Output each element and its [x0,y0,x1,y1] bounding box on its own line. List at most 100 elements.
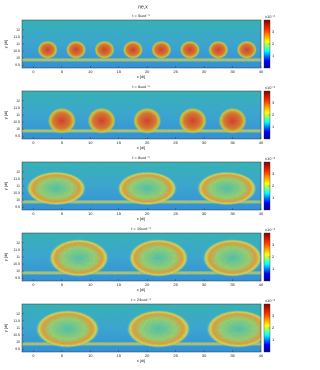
x-tick-label: 25 [173,211,178,216]
y-tick-label: 10.5 [13,120,20,124]
x-tick-label: 20 [145,211,150,216]
x-tick-label: 25 [173,353,178,358]
x-tick-label: 35 [230,282,235,287]
field [22,91,261,139]
x-axis-label: x [di] [137,287,145,292]
colorbar-tick-label: 1 [272,337,275,342]
colorbar-tick-label: 1 [272,53,275,58]
x-tick-label: 40 [259,211,264,216]
x-axis-label: x [di] [137,145,145,150]
y-tick-label: 9.5 [15,63,20,67]
y-axis-label: y [di] [3,253,8,261]
panel-title: t = 8ωci⁻¹ [132,155,150,160]
y-tick-label: 11.5 [13,177,20,181]
colorbar-label: x10⁻³ [265,14,276,19]
x-tick-label: 25 [173,140,178,145]
x-axis-label: x [di] [137,74,145,79]
y-tick-label: 10.5 [13,49,20,53]
x-tick-label: 20 [145,140,150,145]
y-tick-label: 12 [16,241,20,245]
figure-title: ne,x [138,4,148,10]
colorbar-label: x10⁻³ [265,298,276,303]
colorbar-label: x10⁻³ [265,85,276,90]
x-tick-label: 30 [202,353,207,358]
y-tick-label: 10 [16,198,20,202]
colorbar-label: x10⁻³ [265,227,276,232]
figure: ne,x t = 5ωci⁻¹0 5 10 15 20 25 30 35 409.51010.5… [3,4,276,363]
y-tick-label: 10 [16,127,20,131]
x-tick-label: 40 [259,353,264,358]
x-tick-label: 35 [230,353,235,358]
y-tick-label: 10.5 [13,262,20,266]
x-tick-label: 35 [230,140,235,145]
x-tick-label: 15 [117,69,122,74]
x-tick-label: 40 [259,140,264,145]
noise [22,304,261,352]
x-tick-label: 0 [32,211,35,216]
y-axis-label: y [di] [3,182,8,190]
colorbar-tick-label: 3 [272,29,275,34]
y-tick-label: 11 [16,113,20,117]
x-tick-label: 0 [32,69,35,74]
y-tick-label: 11 [16,326,20,330]
noise [22,162,261,210]
field [22,162,261,210]
x-tick-label: 0 [32,353,35,358]
x-tick-label: 30 [202,282,207,287]
y-tick-label: 9.5 [15,134,20,138]
x-tick-label: 35 [230,69,235,74]
colorbar-tick-label: 3 [272,242,275,247]
field [22,233,261,281]
field [22,304,261,352]
x-tick-label: 40 [259,282,264,287]
x-axis-label: x [di] [137,358,145,363]
y-tick-label: 10.5 [13,191,20,195]
y-tick-label: 10 [16,56,20,60]
x-tick-label: 30 [202,140,207,145]
x-tick-label: 0 [32,140,35,145]
x-tick-label: 40 [259,69,264,74]
field [22,20,261,68]
x-tick-label: 5 [61,211,64,216]
x-tick-label: 15 [117,211,122,216]
y-tick-label: 11 [16,184,20,188]
x-tick-label: 20 [145,282,150,287]
y-tick-label: 12 [16,312,20,316]
x-tick-label: 0 [32,282,35,287]
noise [22,233,261,281]
panel-title: t = 6ωci⁻¹ [132,84,150,89]
y-tick-label: 11.5 [13,35,20,39]
y-tick-label: 10 [16,340,20,344]
y-axis-label: y [di] [3,40,8,48]
panel-title: t = 10ωci⁻¹ [131,226,151,231]
y-axis-label: y [di] [3,111,8,119]
x-tick-label: 30 [202,211,207,216]
y-tick-label: 10 [16,269,20,273]
y-tick-label: 10.5 [13,333,20,337]
x-tick-label: 20 [145,69,150,74]
y-tick-label: 11 [16,255,20,259]
y-tick-label: 12 [16,99,20,103]
colorbar-tick-label: 1 [272,266,275,271]
x-tick-label: 10 [88,69,93,74]
y-tick-label: 11.5 [13,319,20,323]
panel-title: t = 5ωci⁻¹ [132,13,150,18]
colorbar-label: x10⁻³ [265,156,276,161]
x-tick-label: 10 [88,282,93,287]
x-tick-label: 5 [61,69,64,74]
colorbar-tick-label: 2 [272,325,275,330]
colorbar-tick-label: 2 [272,112,275,117]
x-tick-label: 10 [88,211,93,216]
y-tick-label: 9.5 [15,205,20,209]
x-tick-label: 5 [61,140,64,145]
x-tick-label: 10 [88,353,93,358]
x-tick-label: 35 [230,211,235,216]
colorbar-tick-label: 1 [272,195,275,200]
y-tick-label: 11 [16,42,20,46]
colorbar-tick-label: 2 [272,254,275,259]
y-tick-label: 11.5 [13,248,20,252]
noise [22,20,261,68]
colorbar-tick-label: 3 [272,313,275,318]
x-tick-label: 5 [61,353,64,358]
y-tick-label: 12 [16,28,20,32]
